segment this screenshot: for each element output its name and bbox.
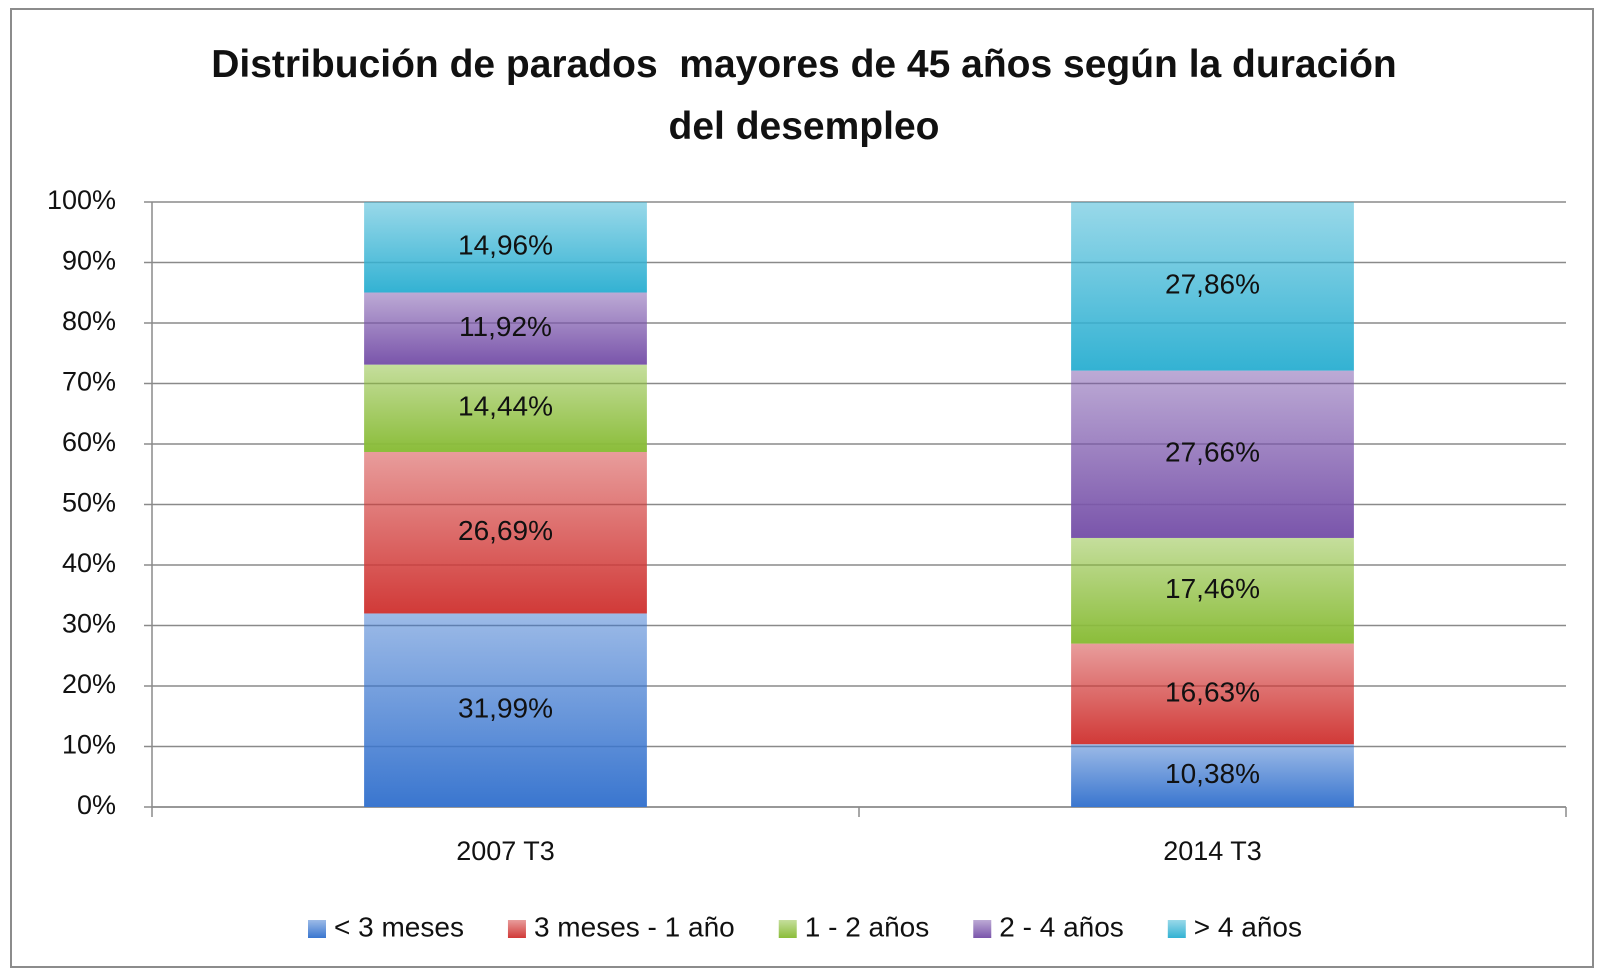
bar-segment [364, 364, 647, 452]
legend-label: > 4 años [1194, 911, 1302, 942]
chart-title: Distribución de parados mayores de 45 añ… [211, 43, 1408, 148]
y-tick-label: 80% [62, 306, 116, 336]
bar-segment [1071, 744, 1354, 807]
data-label: 26,69% [458, 515, 553, 546]
legend-item: < 3 meses [308, 911, 464, 942]
legend-item: 3 meses - 1 año [507, 911, 735, 942]
bar-segment [1071, 370, 1354, 538]
bar-segment [1071, 202, 1354, 371]
chart-frame [10, 8, 1594, 968]
legend-label: 1 - 2 años [805, 911, 930, 942]
y-tick-label: 50% [62, 488, 116, 518]
data-label: 31,99% [458, 693, 553, 724]
data-label: 14,96% [458, 230, 553, 261]
legend-swatch [778, 920, 797, 938]
bar-segment [364, 613, 647, 807]
legend-swatch [507, 920, 526, 938]
bar-segment [364, 451, 647, 614]
y-tick-label: 0% [77, 790, 116, 820]
y-tick-label: 10% [62, 730, 116, 760]
y-tick-label: 70% [62, 367, 116, 397]
data-label: 16,63% [1165, 676, 1260, 707]
y-tick-label: 90% [62, 246, 116, 276]
data-label: 10,38% [1165, 758, 1260, 789]
legend-swatch [308, 920, 326, 938]
data-label: 17,46% [1165, 573, 1260, 604]
y-tick-label: 60% [62, 427, 116, 457]
data-label: 14,44% [458, 391, 553, 422]
legend-label: < 3 meses [334, 911, 464, 942]
legend-item: > 4 años [1167, 911, 1302, 942]
legend-swatch [973, 920, 992, 938]
bar-segment [1071, 537, 1354, 644]
data-label: 27,66% [1165, 437, 1260, 468]
data-label: 11,92% [459, 311, 552, 342]
bar-segment [1071, 643, 1354, 745]
bar-segment [364, 292, 647, 365]
x-tick-label: 2007 T3 [456, 836, 555, 866]
y-tick-label: 40% [62, 548, 116, 578]
bar-segment [364, 202, 647, 293]
legend-swatch [1167, 920, 1186, 938]
legend-item: 1 - 2 años [778, 911, 930, 942]
data-label: 27,86% [1165, 269, 1260, 300]
y-tick-label: 30% [62, 609, 116, 639]
legend-item: 2 - 4 años [973, 911, 1124, 942]
legend-label: 2 - 4 años [999, 911, 1124, 942]
legend-label: 3 meses - 1 año [534, 911, 735, 942]
y-tick-label: 100% [47, 185, 116, 215]
y-tick-label: 20% [62, 669, 116, 699]
x-tick-label: 2014 T3 [1163, 836, 1262, 866]
